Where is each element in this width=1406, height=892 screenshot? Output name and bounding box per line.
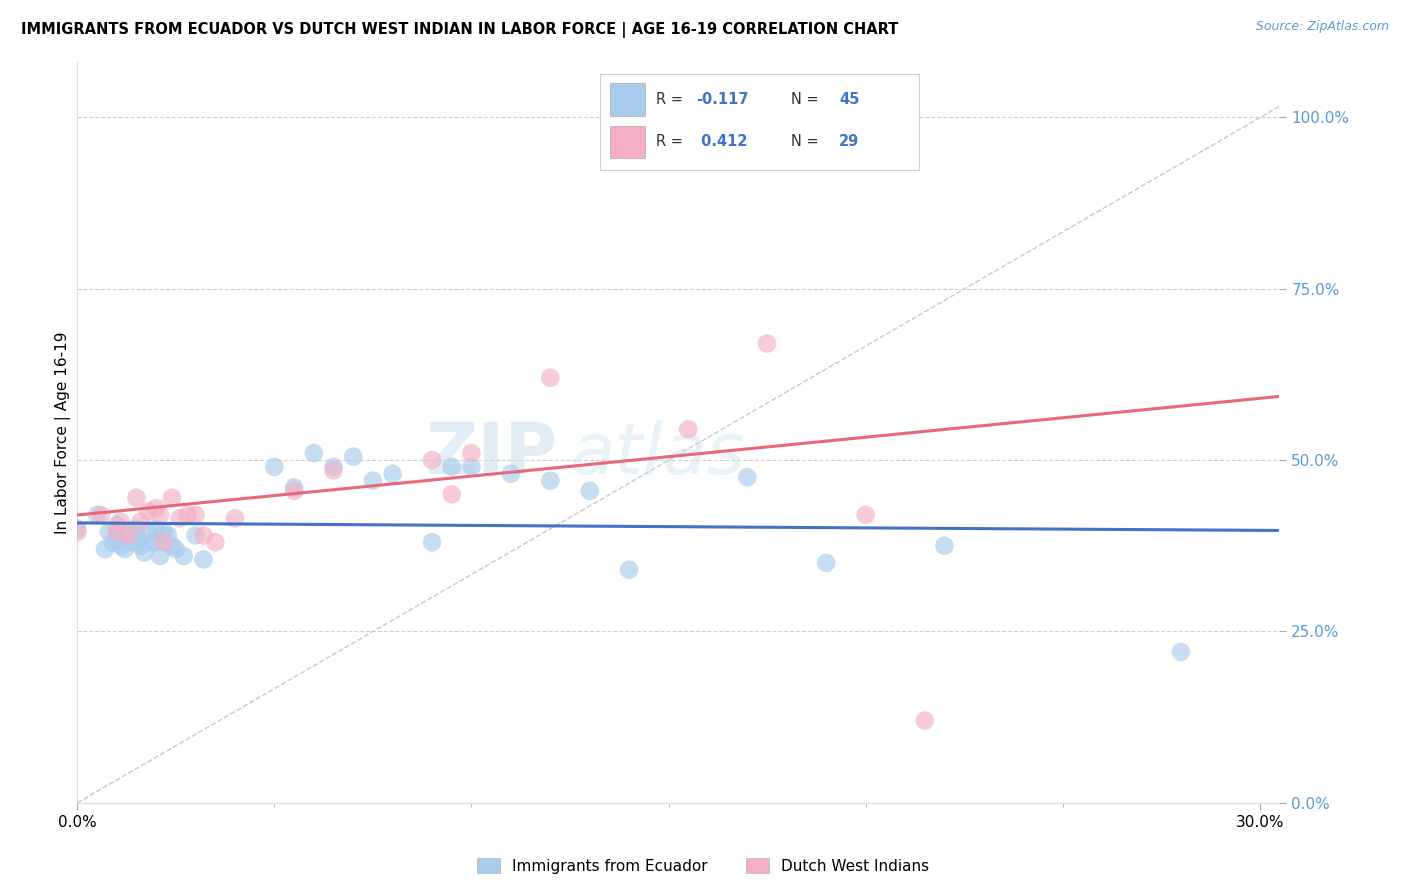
- Point: [499, 467, 522, 481]
- Text: ZIP: ZIP: [426, 420, 558, 490]
- Point: [169, 511, 191, 525]
- Point: [105, 518, 128, 533]
- Point: [149, 549, 172, 563]
- Point: [381, 467, 404, 481]
- Point: [460, 446, 482, 460]
- Point: [538, 371, 561, 385]
- Point: [117, 528, 139, 542]
- Point: [94, 542, 117, 557]
- Point: [125, 491, 148, 505]
- Point: [145, 535, 167, 549]
- Text: IMMIGRANTS FROM ECUADOR VS DUTCH WEST INDIAN IN LABOR FORCE | AGE 16-19 CORRELAT: IMMIGRANTS FROM ECUADOR VS DUTCH WEST IN…: [21, 22, 898, 38]
- Text: atlas: atlas: [571, 420, 745, 490]
- Point: [737, 470, 759, 484]
- Point: [193, 528, 215, 542]
- Point: [342, 450, 364, 464]
- Point: [204, 535, 226, 549]
- Point: [86, 508, 108, 522]
- Point: [815, 556, 838, 570]
- Point: [129, 532, 152, 546]
- Point: [283, 480, 305, 494]
- Point: [578, 483, 600, 498]
- Point: [149, 508, 172, 522]
- Point: [184, 508, 207, 522]
- Point: [460, 459, 482, 474]
- Point: [117, 524, 139, 539]
- Point: [598, 110, 620, 124]
- Point: [160, 539, 183, 553]
- Point: [136, 524, 159, 539]
- Point: [855, 508, 877, 522]
- Point: [914, 714, 936, 728]
- Point: [678, 422, 700, 436]
- Point: [756, 336, 779, 351]
- Point: [361, 474, 384, 488]
- Point: [538, 474, 561, 488]
- Point: [156, 528, 179, 542]
- Point: [1170, 645, 1192, 659]
- Point: [134, 545, 156, 559]
- Point: [129, 539, 152, 553]
- Point: [263, 459, 285, 474]
- Point: [110, 539, 132, 553]
- Point: [193, 552, 215, 566]
- Point: [121, 535, 143, 549]
- Legend: Immigrants from Ecuador, Dutch West Indians: Immigrants from Ecuador, Dutch West Indi…: [471, 852, 935, 880]
- Point: [153, 535, 176, 549]
- Point: [617, 563, 640, 577]
- Point: [105, 524, 128, 539]
- Point: [934, 539, 956, 553]
- Point: [224, 511, 246, 525]
- Point: [66, 524, 89, 539]
- Point: [101, 535, 124, 549]
- Point: [141, 535, 163, 549]
- Point: [440, 459, 463, 474]
- Point: [302, 446, 325, 460]
- Point: [66, 522, 89, 536]
- Point: [184, 528, 207, 542]
- Point: [176, 508, 198, 522]
- Point: [125, 522, 148, 536]
- Point: [90, 508, 112, 522]
- Point: [160, 491, 183, 505]
- Point: [129, 515, 152, 529]
- Point: [145, 501, 167, 516]
- Point: [105, 532, 128, 546]
- Point: [136, 504, 159, 518]
- Point: [97, 524, 120, 539]
- Point: [420, 453, 443, 467]
- Y-axis label: In Labor Force | Age 16-19: In Labor Force | Age 16-19: [55, 331, 72, 534]
- Point: [322, 463, 344, 477]
- Point: [110, 515, 132, 529]
- Point: [322, 459, 344, 474]
- Point: [420, 535, 443, 549]
- Text: Source: ZipAtlas.com: Source: ZipAtlas.com: [1256, 20, 1389, 33]
- Point: [165, 542, 187, 557]
- Point: [283, 483, 305, 498]
- Point: [145, 522, 167, 536]
- Point: [153, 524, 176, 539]
- Point: [114, 542, 136, 557]
- Point: [440, 487, 463, 501]
- Point: [173, 549, 195, 563]
